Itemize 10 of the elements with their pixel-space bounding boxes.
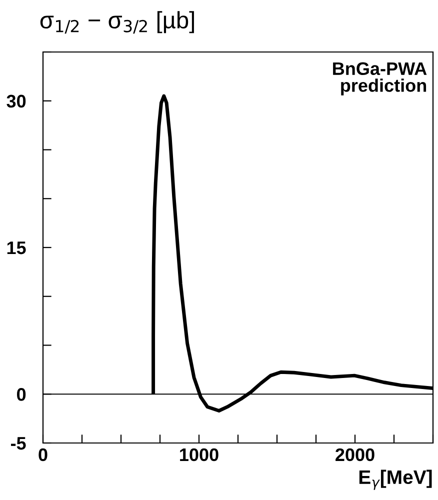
x-tick-label: 2000 (336, 448, 374, 462)
x-tick-label: 0 (38, 448, 48, 462)
y-tick-label: -5 (10, 437, 26, 450)
y-tick-label: 15 (7, 242, 26, 254)
x-axis-title: E$_{γ}$[MeV] (359, 470, 432, 490)
y-axis-title: σ$_{1/2}$ − σ$_{3/2}$ [µb] (40, 11, 194, 34)
x-tick-label: 1000 (180, 448, 218, 462)
annotation: BnGa-PWA prediction (333, 62, 427, 96)
y-tick-label: 0 (17, 388, 26, 401)
y-tick-label: 30 (6, 94, 26, 108)
